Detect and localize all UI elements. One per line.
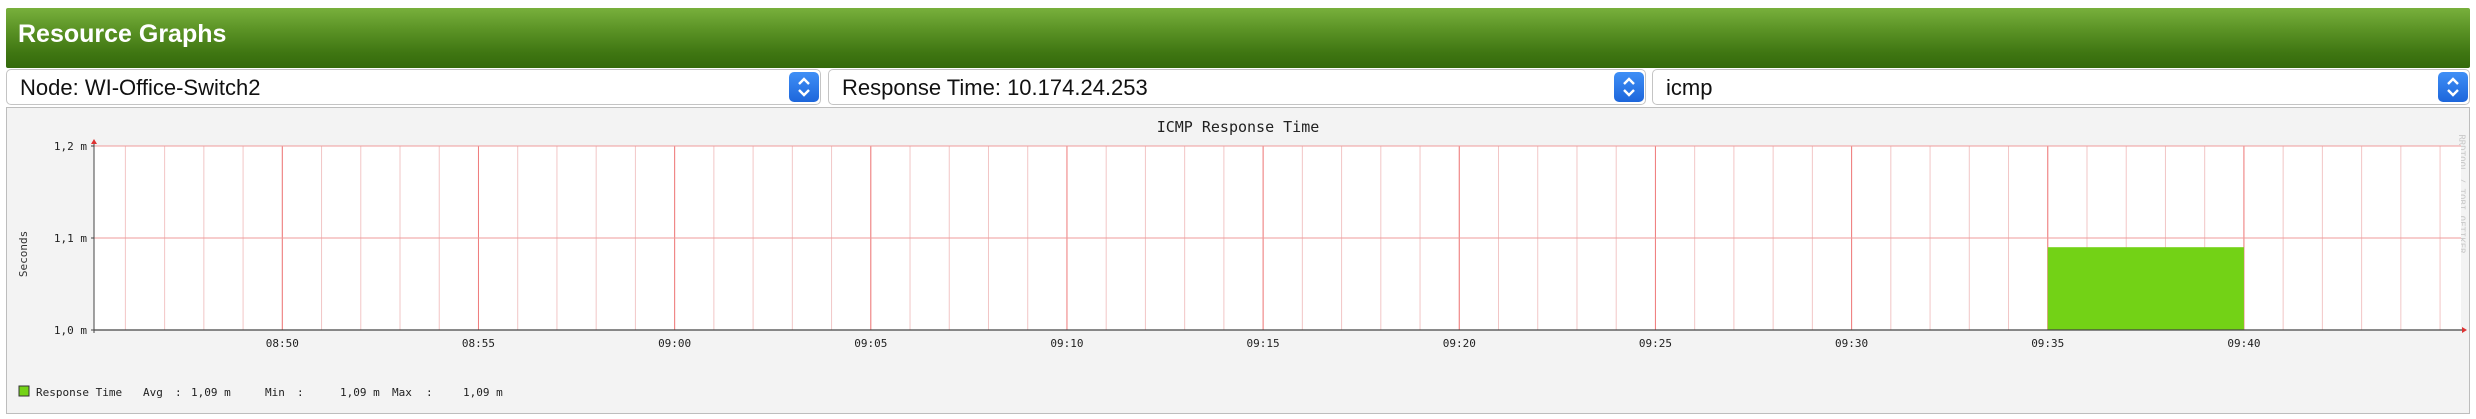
y-axis-arrow-icon	[91, 139, 97, 144]
y-tick-label: 1,1 m	[54, 232, 87, 245]
axis-layer: 08:50 08:55 09:00 09:05 09:10 09:15 09:20 09:25…	[54, 139, 2467, 350]
legend-swatch	[18, 385, 30, 397]
updown-chevron-icon	[2447, 77, 2459, 97]
page-title: Resource Graphs	[18, 20, 227, 48]
selector-bar: Node: WI-Office-Switch2 Response Time: 1…	[6, 69, 2470, 105]
legend-max-label: Max	[392, 386, 412, 399]
legend-min-value: 1,09 m	[340, 386, 380, 399]
graph-select-value: icmp	[1666, 75, 1713, 100]
x-tick-label: 09:25	[1639, 337, 1672, 350]
legend-min-sep: :	[297, 386, 304, 399]
node-select[interactable]: Node: WI-Office-Switch2	[6, 69, 821, 105]
graph-panel: ICMP Response Time Seconds RRDTOOL / TOB…	[6, 107, 2470, 414]
resource-select-value: Response Time: 10.174.24.253	[842, 75, 1148, 100]
legend-avg-value: 1,09 m	[191, 386, 231, 399]
resource-select-chevron-icon[interactable]	[1614, 72, 1644, 102]
graph-select[interactable]: icmp	[1652, 69, 2470, 105]
plot-data	[2047, 247, 2244, 330]
legend-avg-label: Avg	[143, 386, 163, 399]
x-tick-label: 09:05	[854, 337, 887, 350]
x-axis-arrow-icon	[2462, 327, 2467, 333]
resource-select[interactable]: Response Time: 10.174.24.253	[828, 69, 1646, 105]
legend-min-label: Min	[265, 386, 285, 399]
chart-legend: Response Time Avg : 1,09 m Min : 1,09 m …	[18, 385, 503, 399]
y-axis-label: Seconds	[17, 231, 30, 277]
legend-max-sep: :	[426, 386, 433, 399]
updown-chevron-icon	[798, 77, 810, 97]
y-tick-label: 1,2 m	[54, 140, 87, 153]
y-tick-label: 1,0 m	[54, 324, 87, 337]
page-header: Resource Graphs	[6, 8, 2470, 68]
x-tick-label: 08:55	[462, 337, 495, 350]
node-select-chevron-icon[interactable]	[789, 72, 819, 102]
x-tick-label: 09:20	[1443, 337, 1476, 350]
response-time-area	[2047, 247, 2244, 330]
node-select-value: Node: WI-Office-Switch2	[20, 75, 261, 100]
x-tick-label: 09:35	[2031, 337, 2064, 350]
x-tick-label: 09:15	[1247, 337, 1280, 350]
updown-chevron-icon	[1623, 77, 1635, 97]
legend-series-label: Response Time	[36, 386, 122, 399]
chart-title: ICMP Response Time	[1157, 118, 1320, 136]
icmp-response-time-graph: ICMP Response Time Seconds RRDTOOL / TOB…	[17, 118, 2467, 399]
legend-avg-sep: :	[175, 386, 182, 399]
graph-select-chevron-icon[interactable]	[2438, 72, 2468, 102]
x-tick-label: 09:00	[658, 337, 691, 350]
x-tick-label: 09:40	[2227, 337, 2260, 350]
legend-max-value: 1,09 m	[463, 386, 503, 399]
x-tick-label: 08:50	[266, 337, 299, 350]
x-tick-label: 09:10	[1050, 337, 1083, 350]
x-tick-label: 09:30	[1835, 337, 1868, 350]
